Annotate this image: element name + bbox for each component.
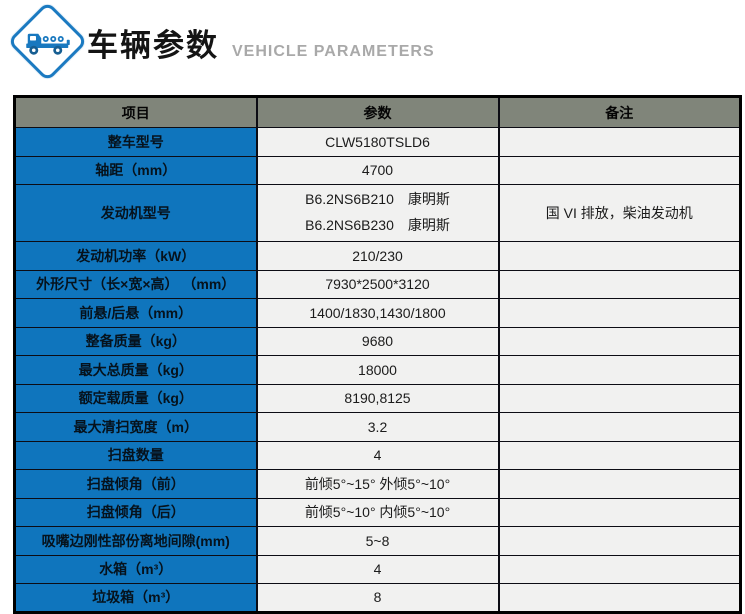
value-cell: 210/230	[255, 241, 500, 271]
remark-cell	[497, 355, 742, 385]
table-row: 发动机型号 B6.2NS6B210 康明斯 B6.2NS6B230 康明斯 国 …	[13, 184, 742, 242]
remark-cell	[497, 412, 742, 442]
item-cell: 水箱（m³）	[13, 554, 258, 584]
table-header-row: 项目 参数 备注	[13, 96, 742, 128]
value-cell: 4700	[255, 155, 500, 185]
remark-cell	[497, 127, 742, 157]
table-row: 最大清扫宽度（m） 3.2	[13, 412, 742, 442]
table-row: 最大总质量（kg） 18000	[13, 355, 742, 385]
item-cell: 轴距（mm）	[13, 155, 258, 185]
item-cell: 额定载质量（kg）	[13, 383, 258, 413]
page-subtitle: VEHICLE PARAMETERS	[232, 43, 435, 60]
remark-cell	[497, 241, 742, 271]
value-cell: CLW5180TSLD6	[255, 127, 500, 157]
table-row: 扫盘倾角（前） 前倾5°~15° 外倾5°~10°	[13, 469, 742, 499]
table-row: 垃圾箱（m³） 8	[13, 583, 742, 613]
column-header-remark: 备注	[497, 96, 742, 128]
item-cell: 整车型号	[13, 127, 258, 157]
remark-cell	[497, 298, 742, 328]
item-cell: 最大清扫宽度（m）	[13, 412, 258, 442]
sweeper-truck-icon	[24, 26, 72, 58]
table-row: 整备质量（kg） 9680	[13, 326, 742, 356]
item-cell: 整备质量（kg）	[13, 326, 258, 356]
value-cell: 4	[255, 554, 500, 584]
item-cell: 吸嘴边刚性部份离地间隙(mm)	[13, 526, 258, 556]
remark-cell: 国 VI 排放，柴油发动机	[497, 184, 742, 242]
vehicle-parameters-table: 项目 参数 备注 整车型号 CLW5180TSLD6 轴距（mm） 4700 发…	[13, 95, 742, 614]
table-row: 水箱（m³） 4	[13, 554, 742, 584]
table-row: 扫盘数量 4	[13, 440, 742, 470]
remark-cell	[497, 469, 742, 499]
value-cell: B6.2NS6B210 康明斯 B6.2NS6B230 康明斯	[255, 184, 500, 242]
remark-cell	[497, 326, 742, 356]
value-cell: 前倾5°~15° 外倾5°~10°	[255, 469, 500, 499]
item-cell: 扫盘倾角（前）	[13, 469, 258, 499]
remark-cell	[497, 554, 742, 584]
item-cell: 前悬/后悬（mm）	[13, 298, 258, 328]
table-row: 整车型号 CLW5180TSLD6	[13, 127, 742, 157]
remark-cell	[497, 383, 742, 413]
page-title: 车辆参数	[87, 28, 219, 63]
value-cell: 1400/1830,1430/1800	[255, 298, 500, 328]
column-header-parameter: 参数	[255, 96, 500, 128]
table-row: 前悬/后悬（mm） 1400/1830,1430/1800	[13, 298, 742, 328]
table-row: 轴距（mm） 4700	[13, 155, 742, 185]
value-cell: 4	[255, 440, 500, 470]
item-cell: 扫盘倾角（后）	[13, 497, 258, 527]
value-cell: 3.2	[255, 412, 500, 442]
remark-cell	[497, 583, 742, 613]
item-cell: 发动机型号	[13, 184, 258, 242]
table-row: 发动机功率（kW） 210/230	[13, 241, 742, 271]
table-row: 吸嘴边刚性部份离地间隙(mm) 5~8	[13, 526, 742, 556]
item-cell: 发动机功率（kW）	[13, 241, 258, 271]
title-block: 车辆参数 VEHICLE PARAMETERS	[87, 20, 435, 65]
remark-cell	[497, 269, 742, 299]
value-cell: 8	[255, 583, 500, 613]
remark-cell	[497, 497, 742, 527]
remark-cell	[497, 440, 742, 470]
table-row: 额定载质量（kg） 8190,8125	[13, 383, 742, 413]
value-cell: 7930*2500*3120	[255, 269, 500, 299]
table-row: 外形尺寸（长×宽×高） （mm） 7930*2500*3120	[13, 269, 742, 299]
value-cell: 8190,8125	[255, 383, 500, 413]
remark-cell	[497, 526, 742, 556]
table-row: 扫盘倾角（后） 前倾5°~10° 内倾5°~10°	[13, 497, 742, 527]
brand-header: 车辆参数 VEHICLE PARAMETERS	[0, 0, 745, 92]
value-cell: 前倾5°~10° 内倾5°~10°	[255, 497, 500, 527]
value-cell: 9680	[255, 326, 500, 356]
item-cell: 最大总质量（kg）	[13, 355, 258, 385]
item-cell: 扫盘数量	[13, 440, 258, 470]
column-header-item: 项目	[13, 96, 258, 128]
item-cell: 外形尺寸（长×宽×高） （mm）	[13, 269, 258, 299]
remark-cell	[497, 155, 742, 185]
value-cell: 5~8	[255, 526, 500, 556]
item-cell: 垃圾箱（m³）	[13, 583, 258, 613]
value-cell: 18000	[255, 355, 500, 385]
